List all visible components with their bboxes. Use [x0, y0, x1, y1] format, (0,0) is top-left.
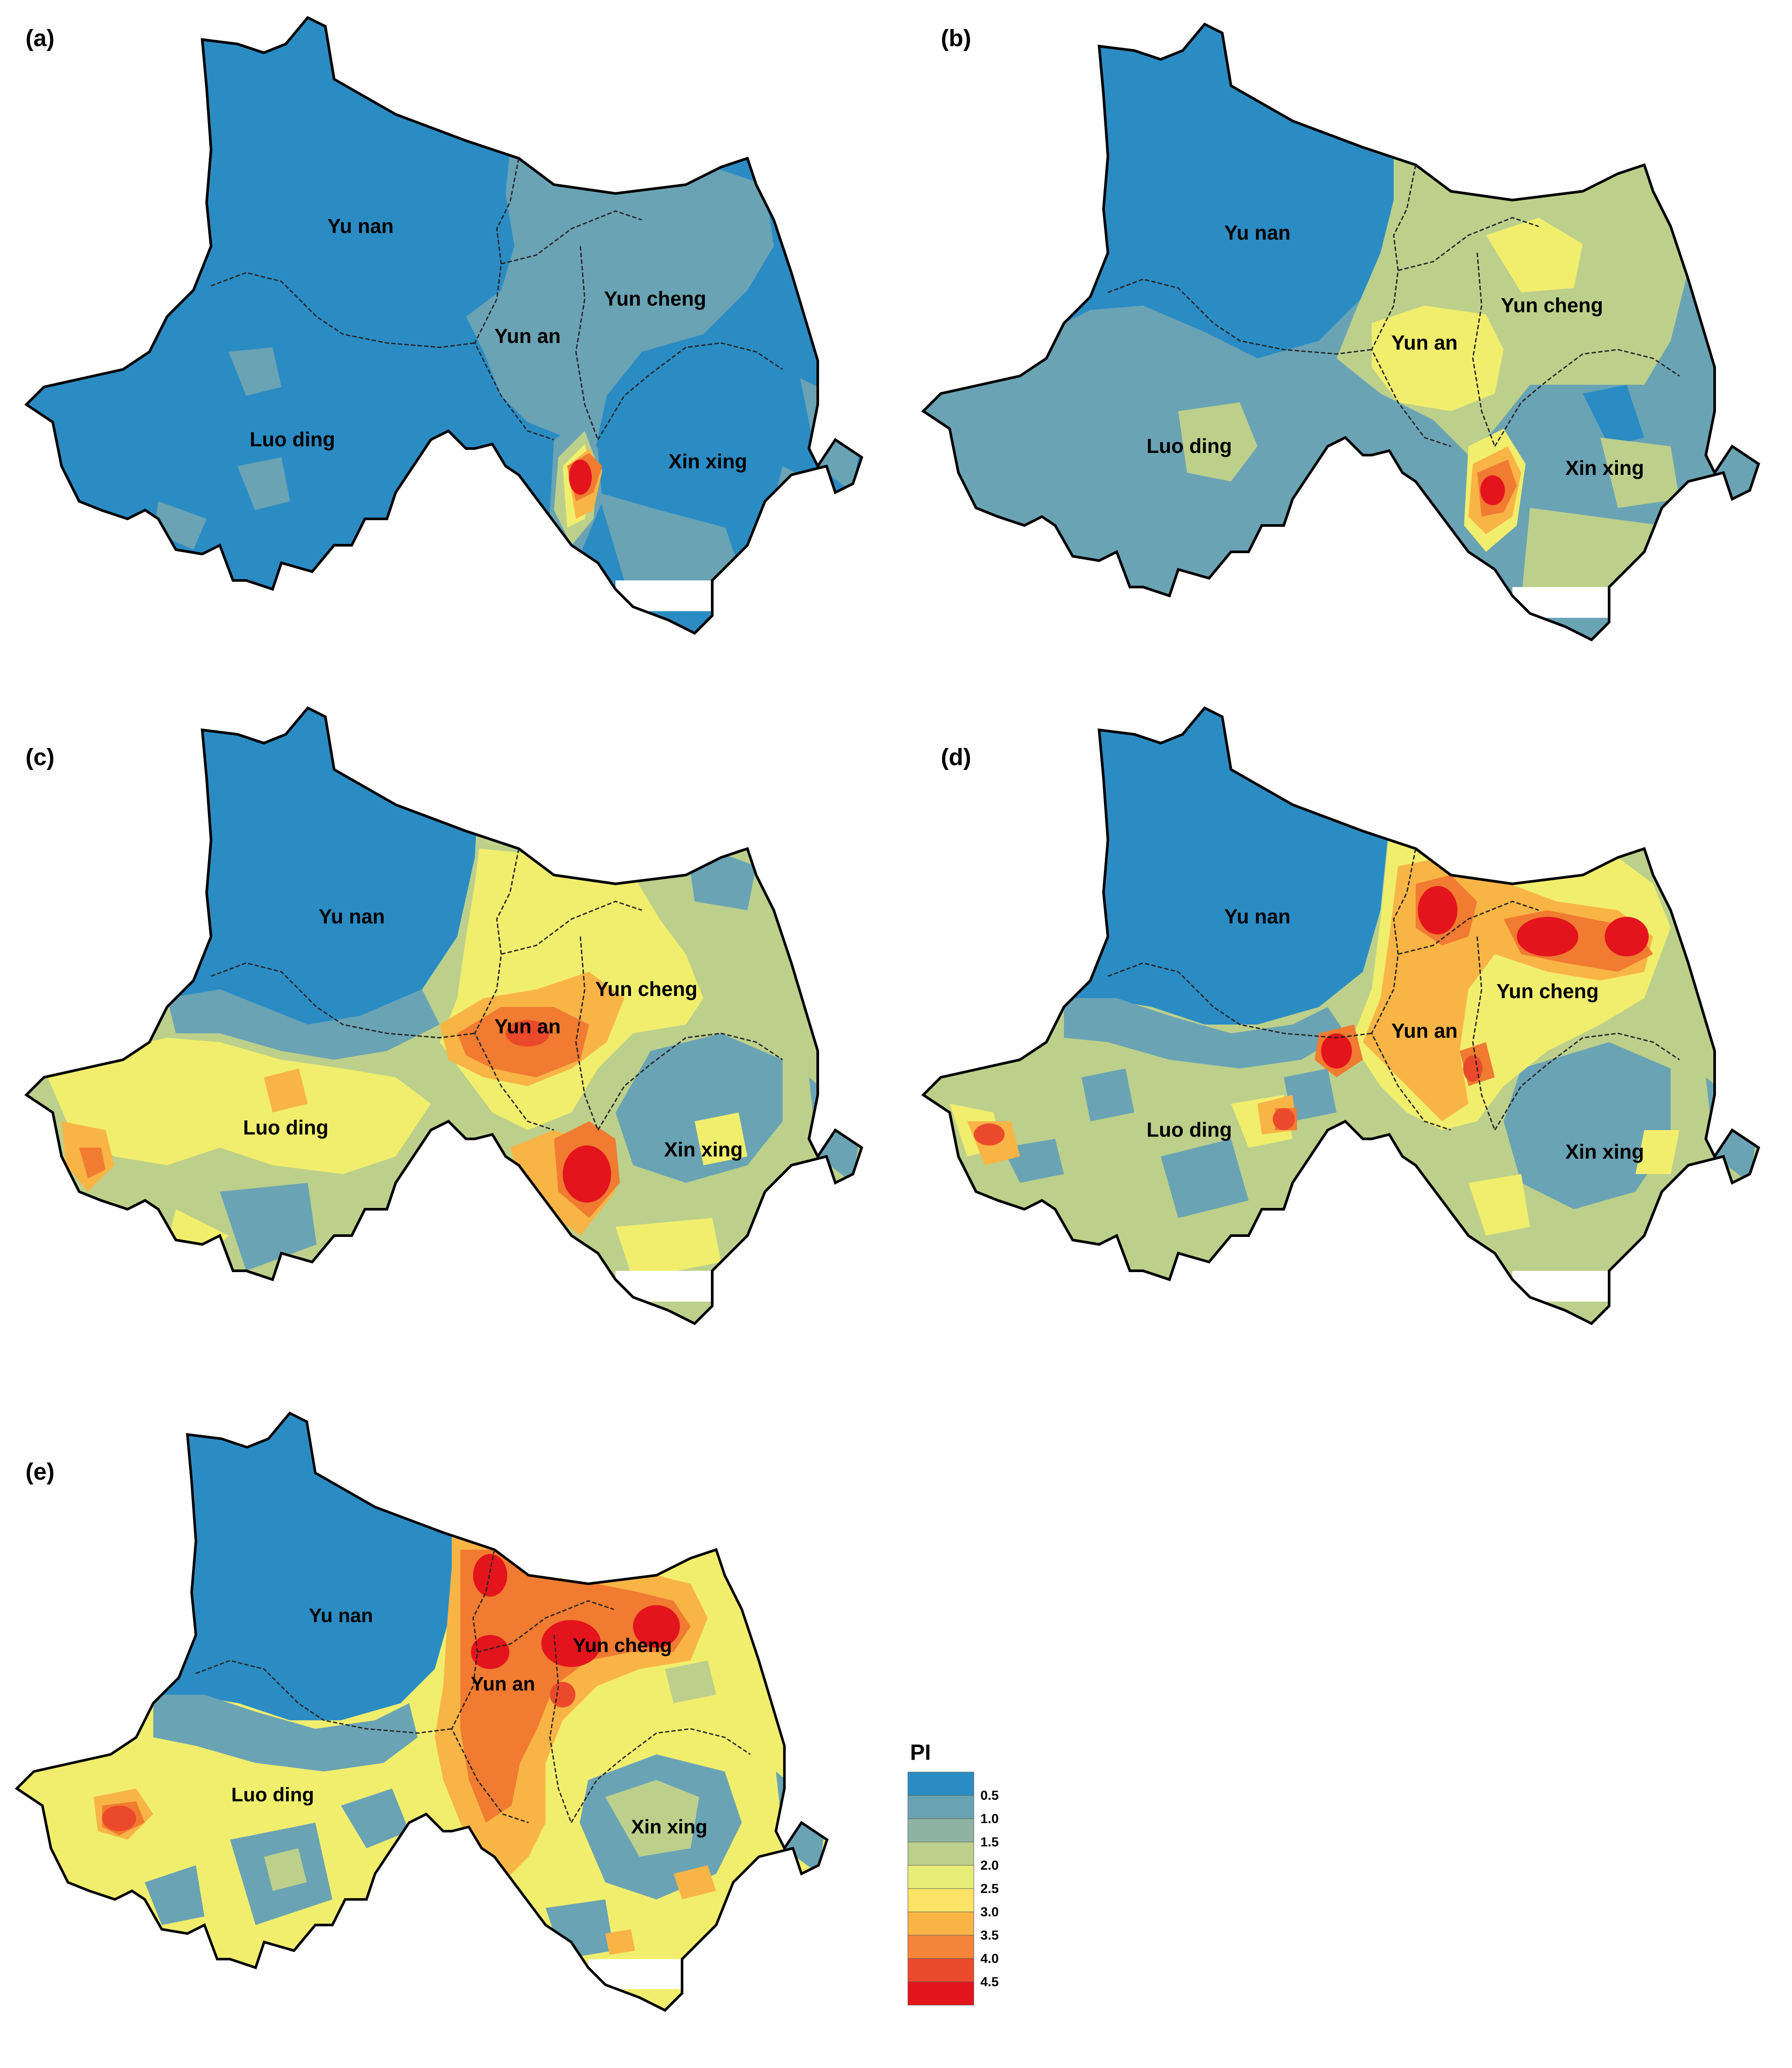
- pi-raster-d: [923, 708, 1759, 1324]
- region-label-yun-an: Yun an: [495, 1015, 561, 1038]
- legend-tick-label: 2.0: [980, 1858, 999, 1873]
- county-boundaries-b: [1107, 164, 1680, 447]
- region-label-luo-ding: Luo ding: [250, 428, 335, 451]
- panel-label-c: (c): [25, 744, 55, 770]
- region-labels-a: Yu nan Yun cheng Yun an Luo ding Xin xin…: [250, 215, 747, 473]
- legend-swatch: [907, 1795, 974, 1819]
- region-label-luo-ding: Luo ding: [1147, 434, 1232, 457]
- legend-swatch: [907, 1772, 974, 1796]
- region-label-luo-ding: Luo ding: [243, 1116, 328, 1139]
- pi-legend: PI 0.5 1.0 1.5 2.0 2.5 3.0 3.5 4.0 4.5: [907, 1740, 999, 2006]
- legend-swatch: [907, 1842, 974, 1866]
- legend-swatch: [907, 1888, 974, 1912]
- legend-ticks: 0.5 1.0 1.5 2.0 2.5 3.0 3.5 4.0 4.5: [980, 1788, 999, 1989]
- region-label-yu-nan: Yu nan: [319, 905, 385, 928]
- region-label-yun-an: Yun an: [495, 325, 561, 347]
- legend-tick-label: 3.0: [980, 1905, 999, 1919]
- panel-label-e: (e): [25, 1459, 55, 1485]
- region-label-xin-xing: Xin xing: [664, 1138, 743, 1161]
- panel-label-b: (b): [941, 25, 971, 51]
- legend-tick-label: 4.5: [980, 1975, 999, 1989]
- map-panel-d: (d): [921, 706, 1760, 1325]
- region-label-xin-xing: Xin xing: [631, 1816, 708, 1838]
- region-label-yun-an: Yun an: [1391, 331, 1458, 354]
- map-panel-c: (c): [24, 706, 863, 1325]
- pi-raster-a: [26, 18, 862, 633]
- legend-swatch: [907, 1958, 974, 1982]
- legend-swatch: [907, 1935, 974, 1959]
- region-label-luo-ding: Luo ding: [231, 1784, 314, 1806]
- map-panel-b: (b): [921, 22, 1760, 642]
- region-label-xin-xing: Xin xing: [669, 450, 747, 473]
- region-label-yun-cheng: Yun cheng: [573, 1635, 672, 1656]
- legend-tick-label: 4.0: [980, 1951, 999, 1966]
- map-panel-a: (a): [24, 16, 863, 635]
- legend-title: PI: [910, 1740, 931, 1765]
- county-boundaries-c: [211, 848, 783, 1131]
- county-boundaries-a: [211, 158, 783, 441]
- legend-swatch: [907, 1865, 974, 1889]
- map-panel-e: (e): [15, 1411, 829, 2012]
- legend-swatches: [907, 1772, 974, 2006]
- region-label-luo-ding: Luo ding: [1147, 1118, 1232, 1141]
- region-label-yu-nan: Yu nan: [1224, 905, 1291, 928]
- region-label-yu-nan: Yu nan: [309, 1605, 373, 1627]
- panel-label-a: (a): [25, 25, 55, 51]
- legend-tick-label: 0.5: [980, 1788, 999, 1803]
- region-label-xin-xing: Xin xing: [1566, 1140, 1644, 1163]
- region-label-yu-nan: Yu nan: [1224, 221, 1291, 244]
- pi-raster-c: [26, 708, 862, 1324]
- county-boundaries-e: [196, 1549, 751, 1824]
- region-label-yun-cheng: Yun cheng: [604, 287, 707, 310]
- region-label-yun-cheng: Yun cheng: [595, 977, 698, 1000]
- region-label-yun-an: Yun an: [471, 1673, 535, 1695]
- pi-raster-b: [923, 24, 1759, 640]
- county-boundaries-d: [1107, 848, 1680, 1131]
- region-label-yun-an: Yun an: [1391, 1019, 1458, 1042]
- region-label-yun-cheng: Yun cheng: [1497, 980, 1599, 1003]
- pi-raster-e: [17, 1413, 827, 2010]
- legend-swatch: [907, 1981, 974, 2006]
- region-label-yun-cheng: Yun cheng: [1501, 294, 1603, 317]
- region-label-xin-xing: Xin xing: [1566, 456, 1644, 479]
- legend-tick-label: 2.5: [980, 1882, 999, 1896]
- legend-tick-label: 1.5: [980, 1835, 999, 1849]
- panel-label-d: (d): [941, 744, 971, 770]
- legend-swatch: [907, 1818, 974, 1842]
- legend-tick-label: 1.0: [980, 1812, 999, 1826]
- legend-swatch: [907, 1911, 974, 1936]
- legend-tick-label: 3.5: [980, 1928, 999, 1943]
- region-label-yu-nan: Yu nan: [328, 215, 394, 237]
